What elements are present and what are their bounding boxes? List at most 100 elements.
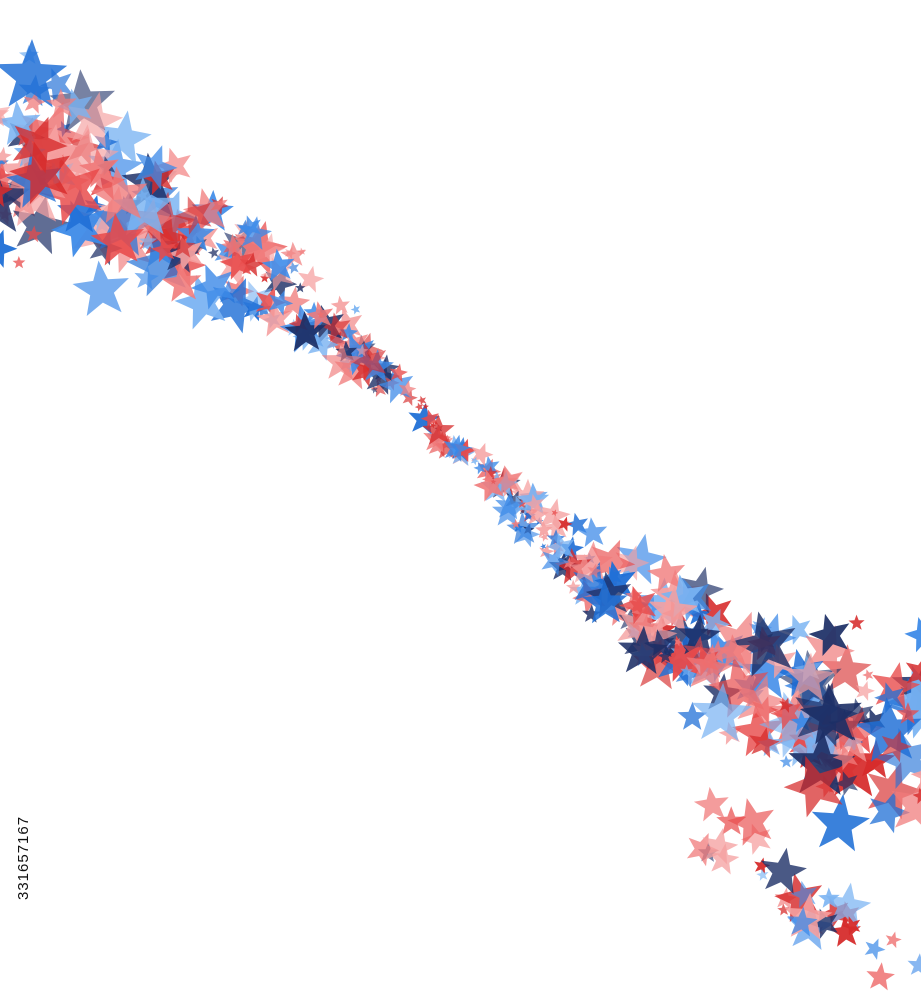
star — [770, 697, 802, 730]
star — [867, 762, 921, 820]
star — [525, 502, 549, 526]
star — [716, 806, 747, 835]
star — [473, 469, 505, 502]
star — [57, 189, 103, 233]
star — [795, 682, 858, 748]
star — [539, 543, 555, 560]
star — [286, 261, 300, 274]
star — [663, 644, 675, 657]
star — [736, 674, 788, 729]
star — [686, 644, 734, 692]
star — [777, 903, 790, 916]
star — [434, 434, 461, 460]
star — [615, 545, 650, 581]
star — [135, 145, 178, 190]
star — [350, 342, 387, 381]
star — [912, 787, 921, 804]
star — [89, 231, 123, 266]
star — [841, 916, 861, 936]
star — [756, 868, 769, 881]
star — [686, 602, 711, 626]
stock-id: 331657167 — [15, 816, 32, 900]
star — [702, 828, 739, 865]
star — [40, 68, 73, 102]
star — [781, 614, 811, 645]
star — [12, 195, 71, 255]
star — [821, 644, 872, 694]
star — [716, 634, 751, 668]
star — [255, 286, 286, 319]
star — [339, 323, 359, 342]
star — [541, 546, 570, 576]
star — [869, 791, 910, 834]
star — [260, 273, 270, 283]
star — [832, 744, 858, 771]
star — [618, 625, 668, 674]
star — [139, 232, 157, 250]
star — [156, 147, 191, 185]
star — [0, 110, 10, 127]
star — [677, 614, 721, 656]
star — [417, 395, 427, 406]
star — [420, 409, 439, 429]
star — [691, 593, 733, 636]
star — [261, 248, 295, 282]
star — [207, 247, 219, 259]
star — [558, 516, 573, 532]
star — [398, 380, 417, 398]
star — [582, 604, 601, 623]
star — [307, 328, 339, 361]
star — [134, 265, 159, 290]
star — [0, 146, 12, 165]
star — [335, 334, 376, 376]
star — [907, 953, 921, 975]
star — [23, 90, 46, 114]
star — [330, 295, 350, 315]
star-wave — [0, 39, 921, 991]
star — [864, 938, 886, 960]
star — [760, 847, 807, 894]
star — [284, 311, 326, 352]
star — [818, 887, 840, 908]
star — [904, 617, 921, 653]
star — [896, 702, 920, 724]
star — [238, 216, 272, 250]
star — [779, 755, 793, 768]
star — [885, 931, 902, 949]
star — [587, 563, 603, 579]
star — [9, 141, 71, 205]
star — [495, 490, 525, 520]
star — [848, 614, 865, 630]
star — [749, 727, 780, 759]
star — [79, 148, 119, 188]
star — [731, 611, 796, 677]
star — [643, 629, 675, 660]
star — [834, 771, 858, 796]
star — [582, 579, 628, 624]
star — [759, 691, 823, 758]
star — [297, 247, 306, 256]
star — [910, 768, 921, 789]
star — [862, 669, 874, 681]
star — [414, 402, 424, 412]
star — [491, 465, 522, 496]
star — [727, 798, 774, 846]
star — [378, 367, 414, 404]
star — [632, 639, 685, 690]
star — [90, 212, 144, 266]
star — [891, 781, 921, 828]
star — [72, 260, 129, 316]
star — [402, 389, 418, 406]
star — [677, 701, 708, 730]
star — [0, 179, 31, 232]
star — [881, 730, 912, 763]
star — [321, 341, 362, 380]
star — [540, 543, 547, 550]
star — [298, 265, 325, 293]
star — [389, 363, 408, 383]
star — [94, 130, 118, 155]
star — [422, 403, 429, 410]
star — [648, 585, 698, 635]
star — [811, 793, 870, 852]
